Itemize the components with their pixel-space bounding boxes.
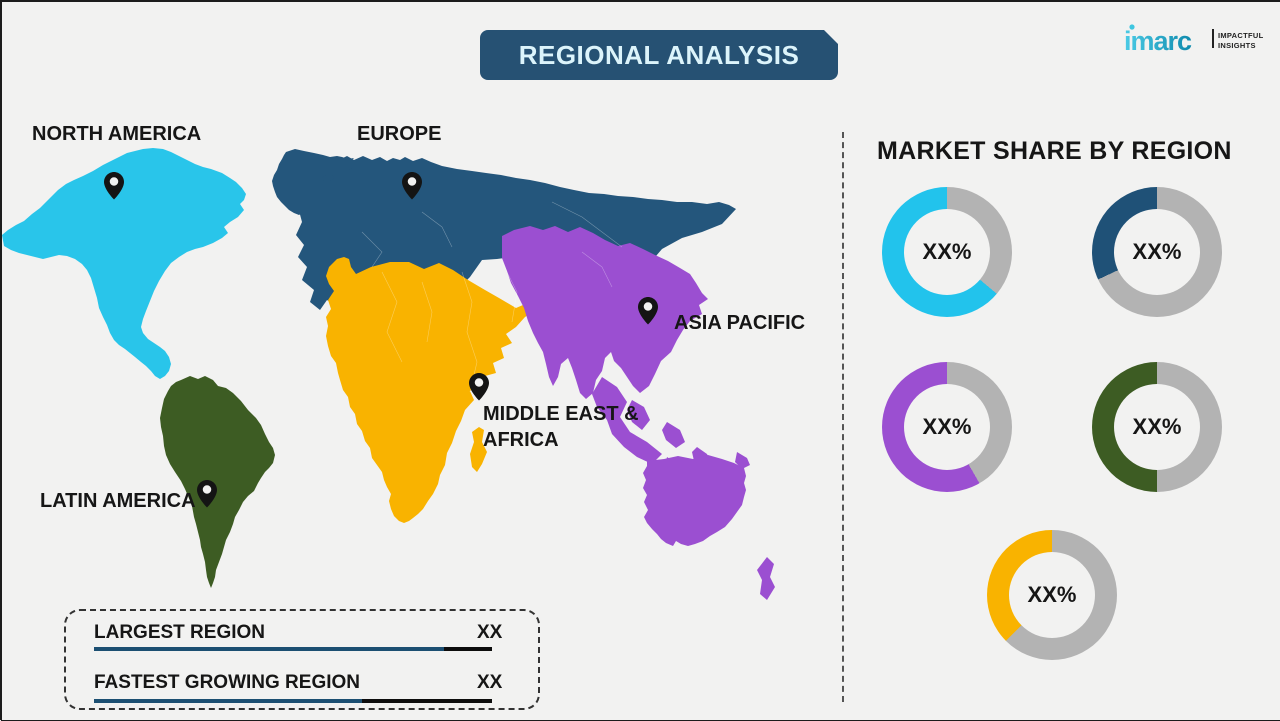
svg-text:LATIN AMERICA: LATIN AMERICA xyxy=(40,490,196,512)
svg-text:IMPACTFUL: IMPACTFUL xyxy=(1218,31,1264,40)
svg-text:AFRICA: AFRICA xyxy=(483,429,559,451)
svg-text:INSIGHTS: INSIGHTS xyxy=(1218,41,1256,50)
svg-text:MIDDLE EAST &: MIDDLE EAST & xyxy=(483,403,639,425)
svg-text:ASIA PACIFIC: ASIA PACIFIC xyxy=(674,312,805,334)
svg-text:imarc: imarc xyxy=(1124,26,1192,56)
svg-text:NORTH AMERICA: NORTH AMERICA xyxy=(32,123,201,145)
svg-text:EUROPE: EUROPE xyxy=(357,123,441,145)
